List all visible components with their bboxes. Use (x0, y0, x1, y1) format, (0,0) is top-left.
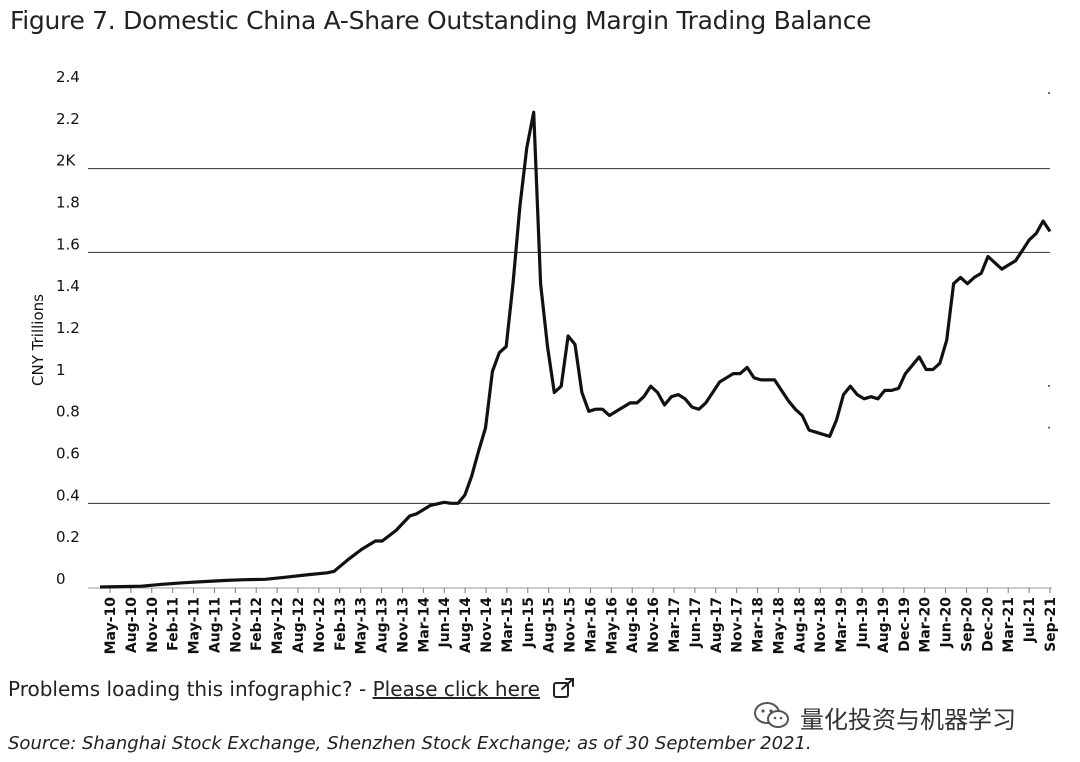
problems-text: Problems loading this infographic? - (8, 677, 373, 701)
x-tick-label: May-13 (354, 597, 370, 654)
y-tick-label: 0.6 (56, 445, 80, 463)
y-tick-label: 0.4 (56, 486, 80, 504)
x-tick-label: Mar-14 (416, 597, 432, 653)
x-tick-label: Mar-18 (751, 597, 767, 653)
x-tick-label: Nov-17 (730, 597, 746, 653)
x-tick-label: Nov-13 (395, 597, 411, 653)
y-tick-label: 2.4 (56, 68, 80, 86)
x-tick-label: Sep-21 (1043, 597, 1059, 652)
y-axis-label: CNY Trillions (29, 294, 47, 386)
x-tick-label: Nov-14 (479, 597, 495, 653)
edge-tick (1048, 426, 1050, 429)
external-link-icon[interactable] (552, 677, 576, 704)
watermark-text: 量化投资与机器学习 (800, 706, 1016, 734)
x-tick-label: Aug-15 (542, 597, 558, 653)
x-tick-label: May-12 (270, 597, 286, 654)
x-tick-label: Mar-19 (834, 597, 850, 653)
x-tick-label: Feb-11 (166, 597, 182, 651)
y-tick-label: 0 (56, 570, 66, 588)
x-tick-label: Jun-17 (688, 597, 704, 648)
x-tick-label: Nov-10 (145, 597, 161, 653)
y-tick-label: 2K (56, 152, 77, 170)
x-tick-label: Mar-16 (583, 597, 599, 653)
x-tick-label: Aug-17 (709, 597, 725, 653)
x-tick-label: Aug-10 (124, 597, 140, 653)
problems-loading-note: Problems loading this infographic? - Ple… (8, 677, 576, 704)
x-tick-label: Aug-11 (207, 597, 223, 653)
y-tick-label: 2.2 (56, 110, 80, 128)
x-tick-label: Nov-11 (228, 597, 244, 653)
y-axis-ticks: 0 0.2 0.4 0.6 0.8 1 1.2 1.4 1.6 1.8 2K 2.2 2.4 (56, 68, 80, 588)
edge-tick (1048, 92, 1050, 94)
x-tick-label: Jul-21 (1022, 597, 1038, 643)
x-tick-label: Aug-13 (375, 597, 391, 653)
wechat-icon (752, 701, 792, 735)
x-tick-label: Mar-21 (1001, 597, 1017, 653)
x-tick-label: May-11 (187, 597, 203, 654)
x-tick-label: Mar-17 (667, 597, 683, 653)
x-tick-label: Feb-12 (249, 597, 265, 651)
x-tick-label: Dec-19 (897, 597, 913, 652)
x-tick-label: Jun-15 (521, 597, 537, 648)
source-note: Source: Shanghai Stock Exchange, Shenzhe… (8, 733, 812, 754)
edge-tick (1048, 384, 1050, 387)
x-tick-label: Mar-20 (918, 597, 934, 653)
x-tick-label: Aug-19 (876, 597, 892, 653)
x-tick-label: Jun-14 (437, 597, 453, 649)
y-tick-label: 1 (56, 361, 66, 379)
x-tick-label: Jun-20 (939, 597, 955, 649)
x-tick-label: May-10 (103, 597, 119, 655)
y-tick-label: 1.6 (56, 235, 80, 253)
margin-balance-chart: 0 0.2 0.4 0.6 0.8 1 1.2 1.4 1.6 1.8 2K 2.2 2.4 CNY T… (29, 68, 1059, 654)
x-tick-label: Nov-12 (312, 597, 328, 653)
x-tick-label: Aug-18 (792, 597, 808, 653)
y-tick-label: 0.8 (56, 403, 80, 421)
x-tick-label: Aug-12 (291, 597, 307, 653)
x-tick-label: Aug-16 (625, 597, 641, 653)
x-tick-label: May-18 (771, 597, 787, 654)
watermark: 量化投资与机器学习 (752, 700, 1016, 735)
x-tick-label: Nov-16 (646, 597, 662, 653)
y-tick-label: 1.2 (56, 319, 80, 337)
x-tick-label: May-16 (604, 597, 620, 654)
x-tick-label: Feb-13 (333, 597, 349, 651)
x-tick-label: Nov-15 (563, 597, 579, 653)
right-edge-ticks (1048, 92, 1050, 429)
y-tick-label: 0.2 (56, 528, 80, 546)
x-tick-label: Jun-19 (855, 597, 871, 648)
x-tick-label: Mar-15 (500, 597, 516, 653)
gridlines (88, 168, 1050, 504)
x-tick-label: Sep-20 (959, 597, 975, 652)
y-tick-label: 1.8 (56, 194, 80, 212)
y-tick-label: 1.4 (56, 277, 80, 295)
please-click-here-link[interactable]: Please click here (372, 677, 540, 701)
x-tick-label: Aug-14 (458, 597, 474, 653)
page-title: Figure 7. Domestic China A-Share Outstan… (10, 6, 872, 35)
series-line (99, 110, 1052, 589)
x-axis-ticks: May-10 Aug-10 Nov-10 Feb-11 May-11 Aug-11 Nov-… (103, 588, 1059, 654)
x-tick-label: Dec-20 (980, 597, 996, 652)
x-tick-label: Nov-18 (813, 597, 829, 653)
